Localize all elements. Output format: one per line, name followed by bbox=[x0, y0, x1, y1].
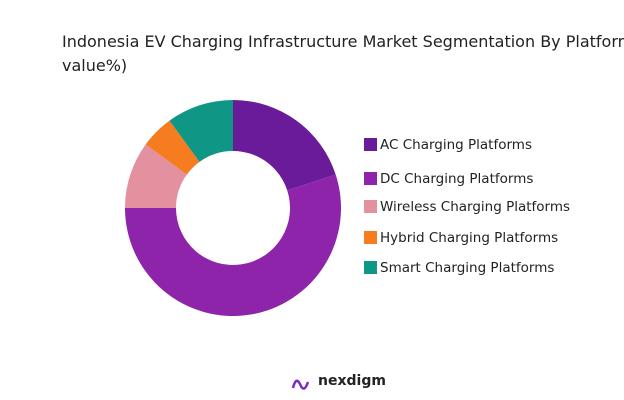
legend-label: Smart Charging Platforms bbox=[380, 260, 554, 276]
legend-swatch bbox=[364, 231, 377, 244]
legend-swatch bbox=[364, 200, 377, 213]
legend-swatch bbox=[364, 172, 377, 185]
logo-icon bbox=[291, 379, 310, 390]
logo-text: nexdigm bbox=[318, 373, 386, 389]
legend-label: Hybrid Charging Platforms bbox=[380, 230, 558, 246]
chart-title: Indonesia EV Charging Infrastructure Mar… bbox=[62, 32, 624, 75]
donut-slice bbox=[125, 174, 341, 316]
legend-label: DC Charging Platforms bbox=[380, 171, 533, 187]
donut-slice bbox=[145, 120, 200, 175]
legend-label: AC Charging Platforms bbox=[380, 137, 532, 153]
donut-slice bbox=[125, 144, 187, 208]
donut-slice bbox=[169, 100, 233, 162]
donut-slice bbox=[233, 100, 336, 191]
legend-swatch bbox=[364, 138, 377, 151]
logo: nexdigm bbox=[291, 373, 386, 390]
legend-swatch bbox=[364, 261, 377, 274]
legend-label: Wireless Charging Platforms bbox=[380, 199, 570, 215]
